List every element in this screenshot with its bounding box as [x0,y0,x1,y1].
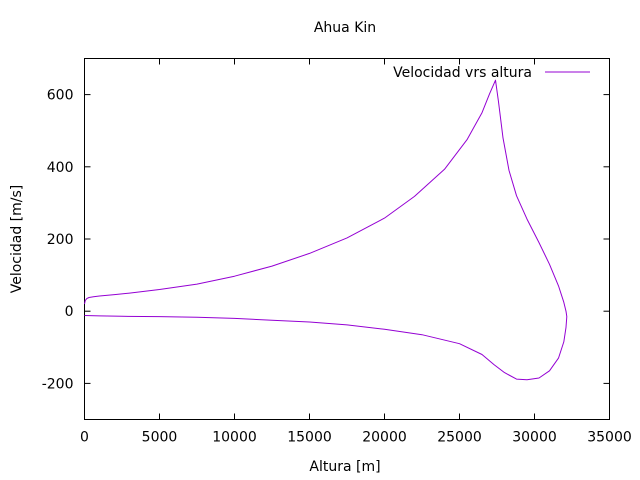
legend-label: Velocidad vrs altura [393,65,532,81]
y-tick-label: -200 [42,376,74,392]
x-tick-labels: 0 5000 10000 15000 20000 25000 30000 35000 [80,430,632,446]
x-tick-label: 5000 [142,430,178,446]
x-tick-label: 20000 [362,430,407,446]
x-axis-label: Altura [m] [309,459,380,475]
x-tick-label: 35000 [587,430,632,446]
x-tick-label: 30000 [512,430,557,446]
y-axis-label: Velocidad [m/s] [9,185,25,294]
y-tick-label: 600 [47,88,74,104]
y-tick-label: 200 [47,232,74,248]
chart-title: Ahua Kin [314,20,376,36]
series-line [84,79,568,381]
axis-ticks [84,58,610,420]
y-tick-label: 400 [47,160,74,176]
x-tick-label: 0 [80,430,89,446]
x-tick-label: 15000 [287,430,332,446]
x-tick-label: 25000 [437,430,482,446]
series-layer [84,79,568,381]
y-tick-labels: -200 0 200 400 600 [42,88,74,393]
y-tick-label: 0 [65,304,74,320]
x-tick-label: 10000 [212,430,257,446]
plot-frame [84,58,610,420]
